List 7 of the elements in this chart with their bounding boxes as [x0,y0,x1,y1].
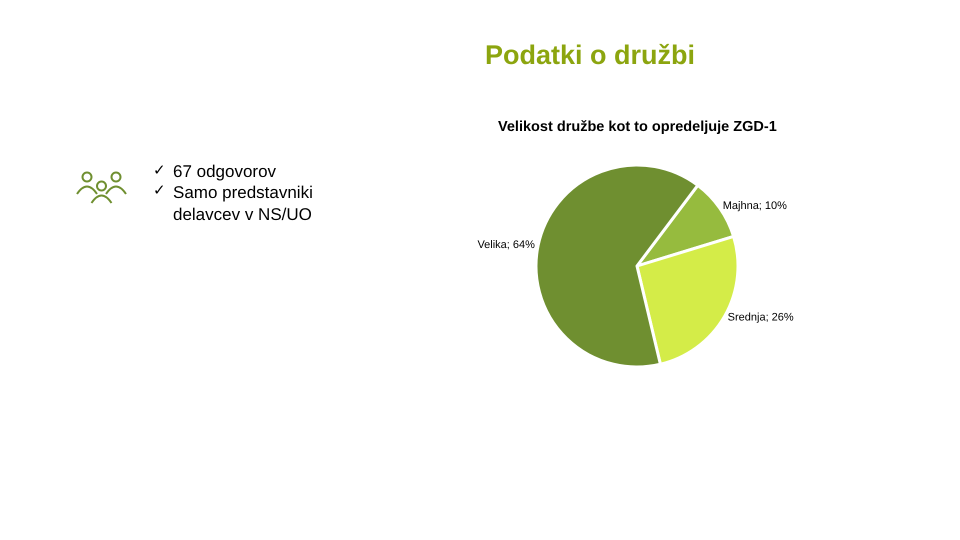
slice-label: Majhna; 10% [722,200,788,212]
text: ✓ 67 odgovorov [153,162,277,181]
chart-title: Podatki o družbi [485,40,696,70]
slice-label: Srednja; 26% [728,312,794,324]
slice-label: Velika; 64% [477,239,536,252]
chart-subtitle: Velikost družbe kot to opredeljuje ZGD-1 [498,119,777,135]
text: ✓ Samo predstavniki delavcev v NS/UO [153,182,313,224]
